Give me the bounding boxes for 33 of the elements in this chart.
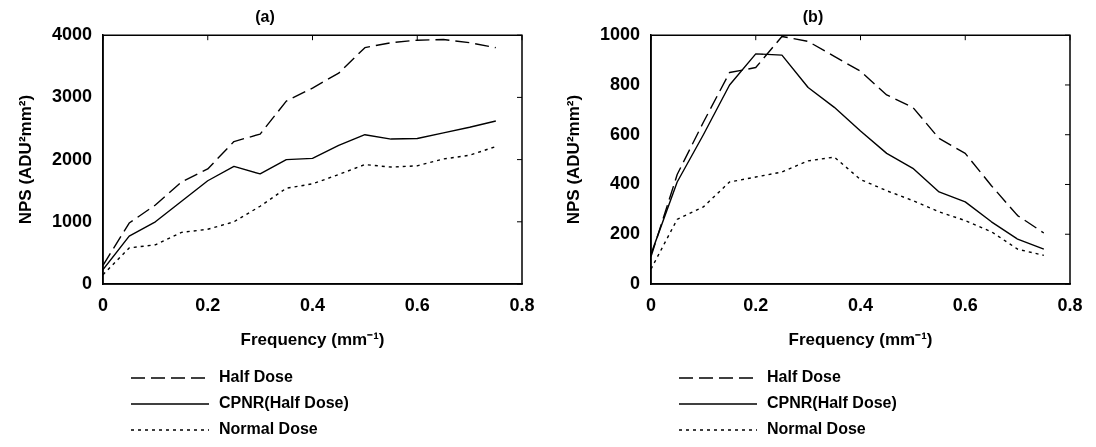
y-tick-label: 0 [629,272,640,293]
y-axis-title: NPS (ADU²mm²) [15,94,35,225]
x-tick-label: 0 [645,294,657,315]
legend-label: CPNR(Half Dose) [219,394,349,412]
x-tick-label: 0 [97,294,109,315]
y-tick-label: 0 [81,272,92,293]
legend-label: Half Dose [219,368,293,386]
y-tick-label: 2000 [51,148,92,169]
x-tick-label: 0.6 [952,294,978,315]
x-tick-label: 0.4 [299,294,326,315]
y-axis-title: NPS (ADU²mm²) [563,94,583,225]
x-tick-label: 0.8 [509,294,535,315]
chart-title: (b) [802,8,824,26]
x-tick-label: 0.8 [1057,294,1083,315]
legend-label: Half Dose [767,368,841,386]
y-tick-label: 1000 [51,210,92,231]
x-axis-title: Frequency (mm⁻¹) [240,330,385,350]
y-tick-label: 600 [609,123,640,144]
x-tick-label: 0.4 [847,294,874,315]
x-tick-label: 0.2 [743,294,769,315]
legend-label: Normal Dose [219,420,318,438]
y-tick-label: 1000 [599,24,640,45]
y-tick-label: 800 [609,73,640,94]
x-axis-title: Frequency (mm⁻¹) [788,330,933,350]
y-tick-label: 200 [609,223,640,244]
y-tick-label: 400 [609,173,640,194]
y-tick-label: 3000 [51,86,92,107]
y-tick-label: 4000 [51,24,92,45]
x-tick-label: 0.6 [404,294,430,315]
chart-title: (a) [255,8,275,26]
x-tick-label: 0.2 [195,294,221,315]
legend-label: Normal Dose [767,420,866,438]
legend-label: CPNR(Half Dose) [767,394,897,412]
